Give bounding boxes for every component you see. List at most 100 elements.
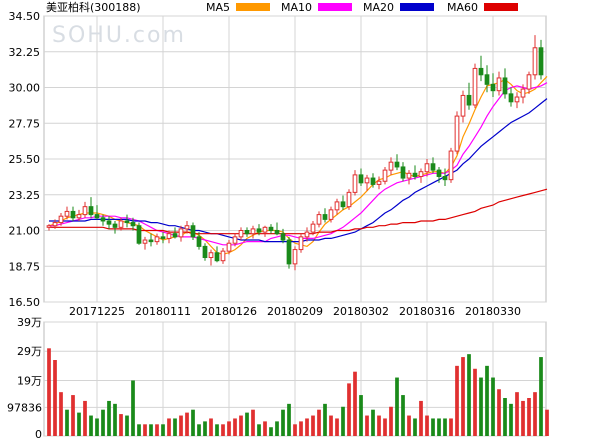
price-y-tick-label: 16.50 (9, 296, 41, 309)
volume-bar (413, 418, 417, 436)
volume-bar (77, 412, 81, 436)
volume-bars (47, 348, 549, 436)
volume-bar (155, 424, 159, 436)
candle-body (238, 230, 244, 238)
candle-body (268, 226, 274, 231)
volume-bar (89, 415, 93, 436)
candle-body (502, 77, 508, 95)
volume-bar (419, 400, 423, 436)
volume-bar (83, 400, 87, 436)
volume-bar (227, 421, 231, 436)
candle-body (286, 239, 292, 265)
volume-bar (323, 403, 327, 436)
volume-bar (545, 409, 549, 436)
volume-bar (251, 409, 255, 436)
volume-bar (383, 418, 387, 436)
candle-body (298, 236, 304, 251)
price-y-axis: 34.50 32.25 30.00 27.75 25.50 23.25 21.00 18.75… (9, 10, 41, 309)
volume-bar (443, 418, 447, 436)
volume-bar (539, 357, 543, 436)
candle-body (436, 169, 442, 177)
price-y-tick-label: 27.75 (9, 117, 41, 130)
price-y-tick-label: 21.00 (9, 225, 41, 238)
volume-y-tick-label: 0 (35, 428, 42, 440)
volume-bar (305, 418, 309, 436)
candle-body (376, 180, 382, 185)
candle-body (310, 223, 316, 233)
volume-bar (467, 354, 471, 436)
candle-body (322, 214, 328, 220)
candle-body (406, 172, 412, 179)
volume-y-tick-label: 19万 (17, 374, 42, 387)
volume-y-axis: 39万 29万 19万 97836 0 (7, 316, 42, 440)
volume-bar (215, 424, 219, 436)
volume-y-tick-label: 29万 (17, 345, 42, 358)
candle-body (496, 77, 502, 92)
candle-body (532, 47, 538, 76)
volume-bar (485, 365, 489, 436)
candle-body (58, 215, 64, 224)
price-grid (44, 15, 546, 303)
volume-bar (527, 398, 531, 436)
candle-body (82, 206, 88, 216)
price-y-tick-label: 25.50 (9, 153, 41, 166)
candle-body (382, 169, 388, 182)
volume-bar (533, 392, 537, 436)
volume-bar (149, 424, 153, 436)
candle-body (304, 231, 310, 238)
candle-body (472, 67, 478, 106)
volume-bar (191, 409, 195, 436)
volume-bar (173, 418, 177, 436)
volume-bar (263, 421, 267, 436)
candle-body (118, 220, 124, 228)
date-tick-label: 20180209 (267, 305, 323, 318)
volume-bar (269, 427, 273, 436)
volume-bar (287, 403, 291, 436)
date-tick-label: 20180111 (135, 305, 191, 318)
volume-bar (161, 424, 165, 436)
candle-body (424, 163, 430, 173)
candle-body (478, 67, 484, 76)
volume-bar (113, 403, 117, 436)
candles (46, 35, 544, 271)
date-tick-label: 20171225 (69, 305, 125, 318)
candle-body (418, 171, 424, 177)
legend-swatch (400, 3, 434, 11)
date-tick-label: 20180330 (465, 305, 521, 318)
volume-bar (179, 415, 183, 436)
candle-body (370, 177, 376, 185)
candle-body (100, 217, 106, 222)
volume-bar (125, 415, 129, 436)
volume-bar (107, 400, 111, 436)
candle-body (508, 93, 514, 103)
volume-bar (431, 418, 435, 436)
price-y-tick-label: 18.75 (9, 260, 41, 273)
volume-bar (185, 412, 189, 436)
volume-bar (437, 418, 441, 436)
volume-bar (371, 409, 375, 436)
volume-bar (353, 371, 357, 436)
volume-y-tick-label: 39万 (17, 316, 42, 329)
volume-bar (119, 414, 123, 436)
ma20-line (49, 98, 548, 243)
volume-bar (293, 424, 297, 436)
volume-bar (299, 421, 303, 436)
candle-body (514, 96, 520, 103)
legend-swatch (236, 3, 270, 11)
volume-bar (509, 403, 513, 436)
candle-body (490, 83, 496, 92)
candle-body (430, 163, 436, 171)
candle-body (520, 88, 526, 98)
candle-body (340, 201, 346, 208)
volume-bar (521, 400, 525, 436)
candle-body (412, 172, 418, 177)
volume-bar (455, 365, 459, 436)
candle-body (166, 233, 172, 239)
volume-bar (425, 415, 429, 436)
candle-body (220, 250, 226, 262)
volume-bar (365, 415, 369, 436)
volume-bar (245, 412, 249, 436)
volume-bar (341, 406, 345, 436)
candle-body (190, 225, 196, 238)
